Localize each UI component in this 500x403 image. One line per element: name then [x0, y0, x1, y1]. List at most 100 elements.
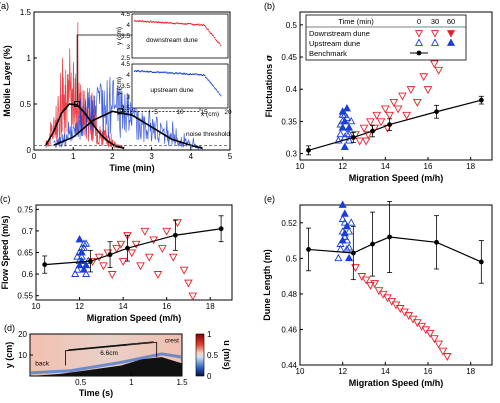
panel-c-y-axis-label: Flow Speed (m/s) — [0, 215, 10, 289]
panel-c-downstream-point — [107, 271, 117, 279]
panel-e-upstream-point — [340, 228, 349, 237]
panel-d-bracket — [65, 341, 158, 366]
panel-a-frame — [33, 11, 231, 151]
panel-b-legend-benchmark: Benchmark — [309, 49, 347, 58]
panel-c-benchmark-point — [125, 245, 130, 251]
panel-a-inset-profile-point — [204, 74, 206, 77]
panel-a-inset-profile-point — [164, 22, 166, 24]
panel-c-downstream-point — [188, 292, 198, 301]
panel-a-inset-profile-point — [215, 38, 217, 41]
panel-b-legend-upstream-marker — [414, 38, 424, 46]
panel-a-inset-y-tick-label: 3.5 — [121, 83, 130, 90]
panel-a-inset-profile-point — [177, 22, 179, 24]
panel-c-downstream-point — [144, 253, 154, 262]
panel-a-inset-profile-point — [183, 73, 185, 75]
panel-e-benchmark-point — [370, 241, 375, 247]
panel-a-inset-profile-point — [205, 27, 207, 29]
panel-a-inset-profile-point — [184, 22, 186, 25]
panel-a-inset-profile-point — [219, 93, 221, 95]
panel-d-x-tick-label: 1 — [129, 378, 134, 387]
panel-a-inset-profile-point — [181, 73, 183, 75]
panel-d-dune-shape — [30, 357, 182, 376]
panel-a-inset-profile-point — [146, 70, 149, 72]
panel-b-x-tick-label: 10 — [296, 162, 305, 171]
panel-a-inset-x-tick-label: 0 — [130, 109, 134, 116]
panel-a-peak-marker — [117, 108, 124, 115]
panel-a-inset-profile-point — [149, 21, 151, 23]
panel-e-downstream-point — [425, 329, 435, 338]
panel-e-y-tick-label: 0.46 — [281, 325, 297, 334]
panel-b-upstream-point — [342, 103, 351, 112]
panel-b-legend-time: 30 — [431, 17, 439, 26]
panel-e-y-tick-label: 0.52 — [281, 219, 297, 228]
panel-a-inset-x-tick-label: 5 — [154, 109, 158, 116]
panel-a-inset-y-tick-label: 3 — [126, 94, 130, 101]
panel-a-inset-profile-point — [212, 85, 215, 87]
panel-a-smoothed-line — [53, 110, 203, 149]
panel-a-inset-profile-point — [140, 70, 142, 73]
panel-a-y-tick-label: 0.5 — [20, 100, 32, 109]
panel-a-inset-profile-point — [184, 73, 186, 76]
panel-a-inset-y-tick-label: 4 — [126, 22, 130, 29]
panel-a-x-axis-label: Time (min) — [109, 163, 154, 173]
panel-c-x-tick-label: 16 — [162, 302, 171, 311]
panel-a-inset-label: upstream dune — [150, 87, 194, 94]
panel-a-x-tick-label: 4 — [189, 152, 194, 161]
panel-b-downstream-point — [430, 60, 439, 69]
panel-c-y-tick-label: 0.6 — [22, 270, 34, 279]
panel-c-y-tick-label: 0.65 — [17, 249, 33, 258]
panel-a-inset-profile-point — [218, 42, 220, 44]
panel-c-downstream-point — [168, 253, 178, 262]
panel-e-upstream-point — [340, 232, 349, 240]
panel-a-inset-x-axis-label: x (cm) — [201, 111, 219, 118]
panel-d-colorbar-tick-label: 0 — [207, 372, 212, 381]
panel-d-crest-label: crest — [165, 337, 179, 344]
panel-a-inset-profile-point — [208, 30, 210, 33]
panel-a-inset-profile-point — [157, 71, 159, 73]
panel-e-benchmark-point — [350, 250, 356, 256]
panel-b-downstream-point — [419, 73, 429, 82]
panel-c-downstream-point — [184, 279, 193, 288]
panel-b-downstream-point — [385, 111, 394, 120]
panel-c-x-tick-label: 18 — [206, 302, 215, 311]
panel-d-colorbar-label: u (m/s) — [222, 340, 232, 370]
panel-a-inset-profile-point — [168, 72, 170, 74]
panel-c-upstream-point — [75, 235, 84, 243]
panel-c-y-tick-label: 0.55 — [17, 292, 33, 301]
panel-a-inset-profile-point — [135, 70, 138, 73]
panel-a-inset-profile-point — [213, 86, 215, 89]
panel-a-inset-profile-point — [210, 82, 212, 85]
panel-a-inset-profile-point — [157, 20, 159, 23]
panel-a-x-tick-label: 2 — [110, 152, 115, 161]
panel-a-inset-profile-point — [196, 73, 198, 75]
panel-a-inset-profile-point — [215, 88, 217, 90]
panel-a-inset-profile-point — [170, 22, 173, 24]
panel-e-upstream-point — [345, 227, 354, 235]
panel-a-y-tick-label: 1 — [27, 54, 32, 63]
panel-a-inset-profile-point — [218, 91, 220, 93]
panel-c-downstream-point — [136, 262, 145, 271]
panel-b-x-tick-label: 14 — [381, 162, 390, 171]
panel-a-inset-profile-point — [209, 81, 211, 83]
panel-b-legend-downstream-marker — [414, 30, 424, 38]
panel-a-inset-profile-point — [202, 24, 204, 27]
panel-a-inset-profile-point — [157, 22, 159, 24]
panel-c-y-tick-label: 0.75 — [17, 205, 33, 214]
panel-b-y-tick-label: 0.35 — [281, 117, 297, 126]
panel-c-x-axis-label: Migration Speed (m/h) — [87, 313, 182, 323]
panel-a-inset-profile-point — [211, 33, 213, 36]
panel-b-x-tick-label: 18 — [466, 162, 475, 171]
panel-e-downstream-point — [370, 280, 380, 289]
panel-a-inset-profile-point — [215, 89, 218, 91]
panel-b-x-tick-label: 12 — [338, 162, 347, 171]
panel-a-inset-y-tick-label: 2.5 — [121, 105, 130, 112]
panel-e-x-tick-label: 18 — [466, 367, 475, 376]
panel-e-downstream-point — [442, 353, 452, 361]
panel-c-axes: 10 12 14 16 18 0.55 0.6 0.65 0.7 0.75 Migration Sp… — [0, 194, 233, 323]
panel-b-downstream-point — [398, 92, 407, 101]
panel-a-inset-profile-point — [208, 80, 210, 82]
panel-a-inset: 2.5 3 3.5 4 4.5 0 5 10 15 20 y (cm) x (cm) upstream … — [116, 61, 232, 118]
panel-a-inset-profile-point — [202, 74, 204, 77]
panel-b-benchmark-point — [478, 97, 484, 103]
